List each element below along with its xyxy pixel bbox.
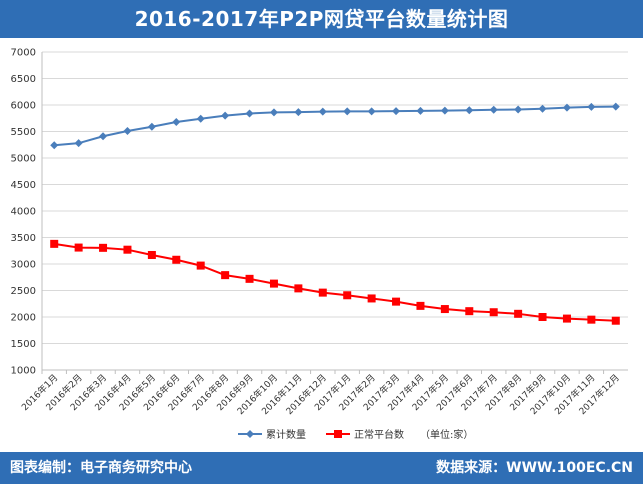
data-point-square bbox=[416, 301, 425, 310]
data-point-diamond bbox=[489, 105, 498, 114]
data-point-diamond bbox=[221, 111, 230, 120]
data-point-diamond bbox=[465, 106, 474, 115]
y-tick-label: 7000 bbox=[11, 48, 36, 59]
data-point-square bbox=[269, 279, 278, 288]
data-point-square bbox=[562, 314, 571, 323]
y-tick-label: 2000 bbox=[11, 313, 36, 324]
series-line bbox=[54, 242, 616, 322]
data-point-square bbox=[489, 308, 498, 317]
y-tick-label: 6500 bbox=[11, 74, 36, 85]
data-point-square bbox=[74, 243, 83, 252]
data-point-square bbox=[318, 288, 327, 297]
data-point-square bbox=[221, 271, 230, 280]
data-point-diamond bbox=[172, 117, 181, 126]
x-tick-label: 2017年12月 bbox=[576, 372, 622, 418]
data-point-diamond bbox=[123, 126, 132, 135]
legend-label: 累计数量 bbox=[266, 428, 306, 441]
unit-note: （单位:家） bbox=[420, 428, 473, 441]
data-point-diamond bbox=[196, 114, 205, 123]
data-point-square bbox=[514, 309, 523, 318]
data-point-diamond bbox=[611, 102, 620, 111]
data-point-diamond bbox=[416, 106, 425, 115]
data-point-diamond bbox=[440, 106, 449, 115]
series-line bbox=[54, 105, 616, 147]
data-point-square bbox=[196, 261, 205, 270]
y-tick-label: 3000 bbox=[11, 260, 36, 271]
data-point-square bbox=[245, 274, 254, 283]
data-point-square bbox=[392, 297, 401, 306]
data-point-diamond bbox=[269, 108, 278, 117]
legend-marker bbox=[246, 430, 254, 438]
data-point-diamond bbox=[514, 105, 523, 114]
y-tick-label: 6000 bbox=[11, 101, 36, 112]
data-point-square bbox=[294, 284, 303, 293]
data-point-diamond bbox=[392, 107, 401, 116]
y-tick-label: 4500 bbox=[11, 180, 36, 191]
data-point-square bbox=[367, 294, 376, 303]
data-point-diamond bbox=[538, 104, 547, 113]
legend-label: 正常平台数 bbox=[354, 428, 404, 441]
data-point-square bbox=[172, 255, 181, 264]
data-point-square bbox=[99, 243, 108, 252]
data-point-square bbox=[50, 239, 59, 248]
data-point-diamond bbox=[294, 108, 303, 117]
data-point-square bbox=[465, 307, 474, 316]
data-point-square bbox=[538, 313, 547, 321]
y-tick-label: 5000 bbox=[11, 154, 36, 165]
line-chart: 1000 1500 2000 2500 3000 3500 4000 4500 5000 5500… bbox=[11, 48, 628, 441]
chart-area: 1000 1500 2000 2500 3000 3500 4000 4500 5000 5500… bbox=[0, 38, 643, 448]
legend-marker bbox=[334, 430, 342, 438]
y-tick-label: 5500 bbox=[11, 127, 36, 138]
data-point-square bbox=[147, 250, 156, 259]
footer-source: 数据来源：WWW.100EC.CN bbox=[436, 460, 633, 476]
data-point-square bbox=[611, 316, 620, 325]
y-tick-label: 4000 bbox=[11, 207, 36, 218]
data-point-square bbox=[123, 245, 132, 254]
data-point-diamond bbox=[367, 107, 376, 116]
data-point-square bbox=[343, 291, 352, 300]
data-point-diamond bbox=[50, 141, 59, 150]
y-tick-label: 2500 bbox=[11, 286, 36, 297]
data-point-diamond bbox=[343, 107, 352, 116]
data-point-square bbox=[440, 305, 449, 314]
footer-bar: 图表编制：电子商务研究中心 数据来源：WWW.100EC.CN bbox=[0, 452, 643, 484]
data-point-square bbox=[587, 315, 596, 324]
y-tick-label: 1500 bbox=[11, 339, 36, 350]
data-point-diamond bbox=[74, 139, 83, 148]
data-point-diamond bbox=[318, 107, 327, 116]
data-point-diamond bbox=[99, 132, 108, 141]
data-point-diamond bbox=[245, 109, 254, 118]
footer-credit: 图表编制：电子商务研究中心 bbox=[10, 460, 192, 476]
data-point-diamond bbox=[587, 102, 596, 111]
data-point-diamond bbox=[562, 103, 571, 112]
data-point-diamond bbox=[147, 122, 156, 131]
y-tick-label: 1000 bbox=[11, 366, 36, 377]
chart-title: 2016-2017年P2P网贷平台数量统计图 bbox=[0, 0, 643, 38]
y-tick-label: 3500 bbox=[11, 233, 36, 244]
